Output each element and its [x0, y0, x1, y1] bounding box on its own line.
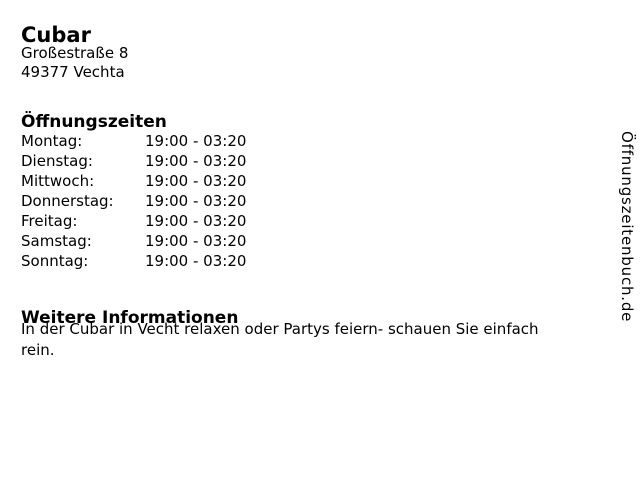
time-value: 19:00 - 03:20	[145, 192, 247, 210]
hours-row-sonntag: Sonntag: 19:00 - 03:20	[21, 251, 246, 271]
info-text-line-2: rein.	[21, 341, 55, 359]
time-value: 19:00 - 03:20	[145, 152, 247, 170]
hours-row-samstag: Samstag: 19:00 - 03:20	[21, 231, 246, 251]
opening-hours-heading: Öffnungszeiten	[21, 112, 167, 133]
business-address: Großestraße 8 49377 Vechta	[21, 44, 128, 82]
day-label: Montag:	[21, 132, 83, 150]
info-text-line-1: In der Cubar in Vecht relaxen oder Party…	[21, 320, 539, 338]
day-label: Freitag:	[21, 212, 78, 230]
time-value: 19:00 - 03:20	[145, 252, 247, 270]
hours-row-donnerstag: Donnerstag: 19:00 - 03:20	[21, 191, 246, 211]
additional-info-text: In der Cubar in Vecht relaxen oder Party…	[21, 319, 621, 361]
hours-row-freitag: Freitag: 19:00 - 03:20	[21, 211, 246, 231]
time-value: 19:00 - 03:20	[145, 232, 247, 250]
day-label: Samstag:	[21, 232, 92, 250]
hours-row-dienstag: Dienstag: 19:00 - 03:20	[21, 151, 246, 171]
address-city-line: 49377 Vechta	[21, 63, 125, 81]
time-value: 19:00 - 03:20	[145, 172, 247, 190]
watermark-site-name: Öffnungszeitenbuch.de	[618, 131, 636, 323]
day-label: Dienstag:	[21, 152, 93, 170]
additional-info-heading: Weitere Informationen	[21, 308, 239, 329]
address-street-line: Großestraße 8	[21, 44, 129, 62]
opening-hours-table: Montag: 19:00 - 03:20 Dienstag: 19:00 - …	[21, 131, 246, 271]
time-value: 19:00 - 03:20	[145, 212, 247, 230]
day-label: Mittwoch:	[21, 172, 95, 190]
time-value: 19:00 - 03:20	[145, 132, 247, 150]
hours-row-montag: Montag: 19:00 - 03:20	[21, 131, 246, 151]
hours-row-mittwoch: Mittwoch: 19:00 - 03:20	[21, 171, 246, 191]
business-name-title: Cubar	[21, 23, 91, 48]
day-label: Sonntag:	[21, 252, 89, 270]
day-label: Donnerstag:	[21, 192, 114, 210]
